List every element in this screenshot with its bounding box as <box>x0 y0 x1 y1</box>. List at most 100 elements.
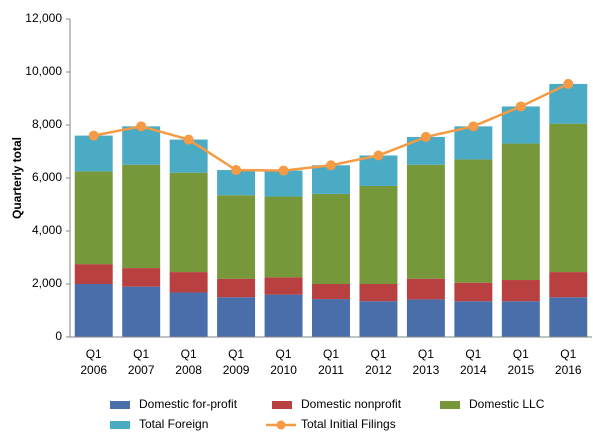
bar-segment <box>406 278 445 300</box>
line-marker <box>278 165 289 176</box>
bar-segment <box>217 297 256 337</box>
line-marker <box>563 78 574 89</box>
bar-segment <box>217 195 256 279</box>
legend-swatch <box>110 421 130 429</box>
bar-segment <box>122 268 161 287</box>
line-marker <box>420 131 431 142</box>
x-tick-line: Q1 <box>513 347 529 361</box>
y-tick-label: 2,000 <box>32 276 62 290</box>
bar-segment <box>169 292 208 337</box>
x-tick-line: Q1 <box>276 347 292 361</box>
bar-segment <box>217 278 256 298</box>
x-tick-label: Q1 2006 <box>80 347 107 377</box>
x-tick-label: Q1 2014 <box>460 347 487 377</box>
x-tick-line: 2007 <box>128 363 155 377</box>
x-tick-label: Q1 2007 <box>128 347 155 377</box>
x-tick-line: Q1 <box>370 347 386 361</box>
legend-label: Domestic for-profit <box>139 397 238 411</box>
x-tick-line: 2015 <box>507 363 534 377</box>
line-marker <box>88 130 99 141</box>
bar-segment <box>359 155 398 186</box>
x-tick-label: Q1 2012 <box>365 347 392 377</box>
bar-segment <box>501 301 540 337</box>
x-tick-label: Q1 2013 <box>413 347 440 377</box>
bar-segment <box>454 301 493 337</box>
legend-swatch <box>440 401 460 409</box>
y-axis-label: Quarterly total <box>10 137 24 219</box>
x-tick-label: Q1 2009 <box>223 347 250 377</box>
x-tick-line: Q1 <box>228 347 244 361</box>
x-tick-line: 2011 <box>318 363 344 377</box>
bar-segment <box>264 294 303 337</box>
line-marker <box>468 121 479 132</box>
x-tick-line: Q1 <box>133 347 149 361</box>
bar-segment <box>359 284 398 302</box>
legend-label: Total Foreign <box>139 417 208 431</box>
y-tick-label: 4,000 <box>32 223 62 237</box>
bar-segment <box>549 297 588 337</box>
x-tick-line: Q1 <box>181 347 197 361</box>
bar-segment <box>74 171 113 265</box>
bar-segment <box>359 301 398 337</box>
line-marker <box>515 101 526 112</box>
x-tick-label: Q1 2008 <box>175 347 202 377</box>
bar-segment <box>406 299 445 337</box>
bar-segment <box>264 277 303 295</box>
line <box>93 82 569 172</box>
x-tick-label: Q1 2011 <box>318 347 344 377</box>
bar-segment <box>312 193 350 284</box>
legend-marker <box>276 420 286 430</box>
x-tick-line: 2010 <box>270 363 297 377</box>
bar-segment <box>501 143 540 281</box>
y-tick-label: 6,000 <box>32 170 62 184</box>
x-tick-line: 2013 <box>413 363 440 377</box>
legend-label: Domestic nonprofit <box>301 397 402 411</box>
y-tick-label: 12,000 <box>25 11 62 25</box>
x-tick-line: Q1 <box>86 347 102 361</box>
line-marker <box>231 165 242 176</box>
y-tick-label: 8,000 <box>32 117 62 131</box>
x-tick-line: Q1 <box>418 347 434 361</box>
bar-segment <box>454 159 493 283</box>
bar-segment <box>454 282 493 302</box>
x-tick-line: 2012 <box>365 363 392 377</box>
bar-segment <box>359 185 398 284</box>
x-tick-line: 2009 <box>223 363 250 377</box>
bar-segment <box>406 164 445 279</box>
bar-segment <box>501 280 540 302</box>
bar-segment <box>169 272 208 293</box>
x-tick-label: Q1 2015 <box>507 347 534 377</box>
line-marker <box>373 150 384 161</box>
legend-swatch <box>110 401 130 409</box>
bar-segment <box>312 299 350 337</box>
x-tick-line: 2014 <box>460 363 487 377</box>
bar-segment <box>549 123 588 273</box>
line-marker <box>136 121 147 132</box>
bar-segment <box>74 135 113 172</box>
bar-segment <box>454 126 493 160</box>
x-tick-label: Q1 2010 <box>270 347 297 377</box>
legend-swatch <box>272 401 292 409</box>
x-tick-label: Q1 2016 <box>555 347 582 377</box>
bar-segment <box>264 196 303 278</box>
x-tick-line: Q1 <box>465 347 481 361</box>
x-tick-line: Q1 <box>323 347 339 361</box>
bar-segment <box>122 126 161 165</box>
bar-segment <box>169 172 208 273</box>
bar-segment <box>74 284 113 337</box>
line-marker <box>326 160 336 171</box>
legend-label: Domestic LLC <box>469 397 545 411</box>
x-tick-line: Q1 <box>560 347 576 361</box>
bar-segment <box>122 164 161 269</box>
bar-segment <box>74 264 113 284</box>
bar-segment <box>549 272 588 298</box>
bar-segment <box>169 139 208 173</box>
x-tick-line: 2008 <box>175 363 202 377</box>
x-tick-line: 2016 <box>555 363 582 377</box>
y-tick-label: 0 <box>55 329 62 343</box>
legend-label: Total Initial Filings <box>301 417 396 431</box>
y-tick-label: 10,000 <box>25 64 62 78</box>
bar-segment <box>312 284 350 300</box>
bar-segment <box>122 286 161 337</box>
